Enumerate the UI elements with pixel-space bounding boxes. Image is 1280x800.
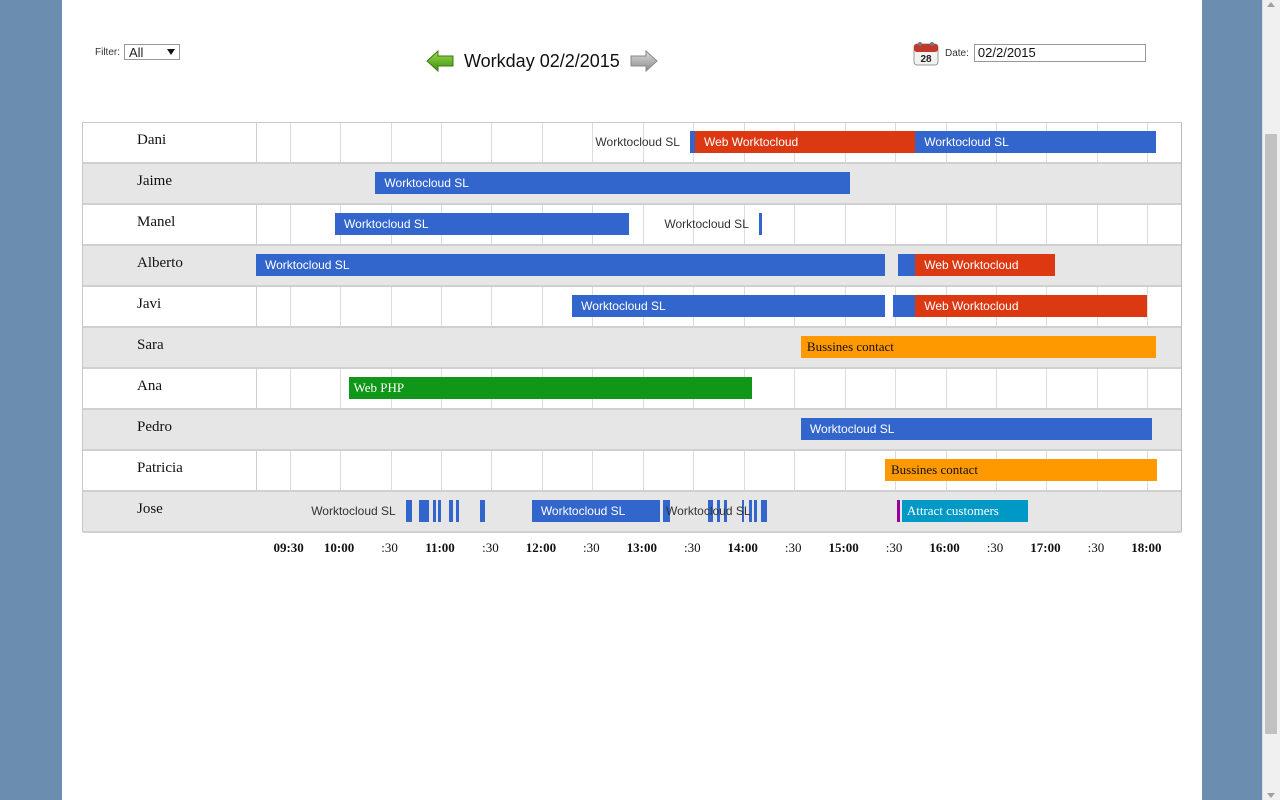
task-bar[interactable] [758,213,763,235]
timeline-row: Patricia [83,451,1181,492]
row-name: Jaime [137,173,172,189]
task-bar[interactable] [898,254,916,276]
axis-tick-label: 10:00 [323,540,355,555]
task-bar[interactable] [449,500,453,522]
day-navigator: Workday 02/2/2015 [426,50,658,72]
row-name: Jose [137,501,163,517]
task-bar[interactable] [689,131,695,153]
row-name: Alberto [137,255,183,271]
task-bar[interactable]: Bussines contact [800,336,1156,358]
axis-tick-label: 15:00 [828,540,859,555]
page-scrollbar[interactable] [1262,0,1280,800]
task-bar[interactable]: Worktocloud SL [572,295,885,317]
axis-tick-label: :30 [683,540,701,555]
filter-label: Filter: [95,46,120,58]
axis-tick-label: :30 [885,540,903,555]
page-title: Workday 02/2/2015 [464,50,620,71]
row-name: Patricia [137,460,183,476]
filter-control: Filter: All [95,44,180,60]
task-bar[interactable]: Web Worktocloud [915,254,1055,276]
prev-day-arrow-icon[interactable] [426,50,454,72]
axis-tick-label: 16:00 [929,540,960,555]
task-bar[interactable]: Attract customers [901,500,1028,522]
task-bar[interactable]: Web PHP [348,377,753,399]
axis-tick-label: 17:00 [1030,540,1061,555]
axis-tick-label: :30 [986,540,1004,555]
task-bar[interactable] [432,500,436,522]
task-bar[interactable]: Worktocloud SL [531,500,660,522]
task-bar[interactable]: Bussines contact [885,459,1158,481]
task-label: Worktocloud SL [664,217,749,231]
axis-tick-label: :30 [381,540,398,555]
task-bar[interactable]: Worktocloud SL [915,131,1156,153]
next-day-arrow-icon[interactable] [630,50,658,72]
task-bar[interactable] [663,500,670,522]
axis-tick-label: :30 [583,540,600,555]
task-bar[interactable] [479,500,485,522]
task-label: Worktocloud SL [311,504,396,518]
task-label: Worktocloud SL [666,504,751,518]
task-bar[interactable] [896,500,901,522]
timeline-row: Manel [83,205,1181,246]
task-bar[interactable] [708,500,714,522]
task-label: Worktocloud SL [595,135,680,149]
task-bar[interactable]: Worktocloud SL [256,254,885,276]
task-bar[interactable]: Worktocloud SL [375,172,850,194]
task-bar[interactable] [437,500,441,522]
timeline-row: Ana [83,369,1181,410]
task-bar[interactable]: Web Worktocloud [915,295,1148,317]
axis-tick-label: 18:00 [1131,540,1162,555]
timeline-chart: Dani Worktocloud SL Web Worktocloud Worktoc… [82,122,1182,533]
task-bar[interactable] [405,500,413,522]
task-bar[interactable] [893,295,916,317]
row-name: Dani [137,132,167,148]
scroll-thumb[interactable] [1265,134,1277,734]
axis-tick-label: 11:00 [425,540,455,555]
axis-tick-label: :30 [1087,540,1105,555]
task-bar[interactable] [760,500,768,522]
row-name: Javi [137,296,162,312]
date-input[interactable]: 02/2/2015 [973,44,1146,62]
axis-tick-label: 14:00 [727,540,758,555]
row-name: Manel [137,214,176,230]
chevron-down-icon [167,49,175,55]
task-bar[interactable] [748,500,753,522]
task-bar[interactable]: Web Worktocloud [694,131,916,153]
task-bar[interactable] [419,500,430,522]
task-bar[interactable] [723,500,727,522]
task-bar[interactable] [742,500,745,522]
row-name: Pedro [137,419,172,435]
calendar-day: 28 [920,54,932,65]
axis-tick-label: 13:00 [626,540,657,555]
scroll-up-icon[interactable] [1267,2,1275,7]
timeline-row: Javi [83,287,1181,328]
date-control: 28 Date: 02/2/2015 [912,39,1146,67]
axis-tick-label: :30 [784,540,802,555]
scroll-down-icon[interactable] [1267,793,1275,798]
calendar-icon[interactable]: 28 [912,39,940,67]
filter-select[interactable]: All [124,44,180,60]
row-name: Ana [137,378,162,394]
task-bar[interactable] [716,500,721,522]
axis-tick-label: 12:00 [525,540,557,555]
task-bar[interactable]: Worktocloud SL [800,418,1153,440]
timeline-row: Dani [83,123,1181,164]
date-label: Date: [945,47,969,59]
filter-value: All [129,44,144,60]
axis-tick-label: :30 [482,540,499,555]
row-name: Sara [137,337,164,353]
axis-tick-label: 09:30 [273,540,304,555]
task-bar[interactable] [753,500,758,522]
task-bar[interactable] [456,500,460,522]
task-bar[interactable]: Worktocloud SL [335,213,630,235]
